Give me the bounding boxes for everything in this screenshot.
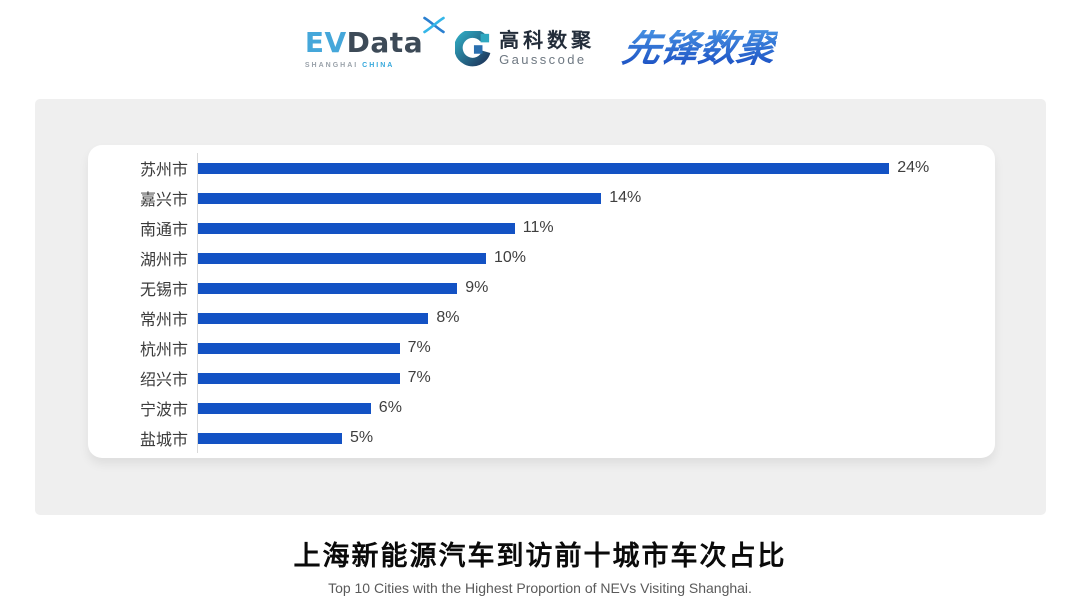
- bar-track: 5%: [197, 423, 995, 453]
- chart-row: 苏州市 24%: [88, 153, 995, 183]
- category-label: 盐城市: [139, 432, 188, 449]
- value-label: 7%: [407, 369, 431, 386]
- chart-panel: 苏州市 24% 嘉兴市 14% 南通市 11% 湖州市 10% 无锡市 9%: [35, 99, 1046, 515]
- bar: [198, 402, 371, 414]
- value-label: 11%: [522, 219, 554, 236]
- chart-row: 宁波市 6%: [88, 393, 995, 423]
- xianfeng-logo: 先锋数聚: [619, 28, 779, 70]
- chart-row: 湖州市 10%: [88, 243, 995, 273]
- category-label: 宁波市: [139, 402, 188, 419]
- chart-row: 盐城市 5%: [88, 423, 995, 453]
- chart-row: 绍兴市 7%: [88, 363, 995, 393]
- evdata-wordmark: EVData: [305, 29, 423, 57]
- category-label: 无锡市: [139, 282, 188, 299]
- bar-track: 8%: [197, 303, 995, 333]
- bar: [198, 432, 342, 444]
- evdata-data-text: Data: [346, 26, 424, 59]
- bar-track: 10%: [197, 243, 995, 273]
- evdata-subtext: SHANGHAI CHINA: [305, 62, 423, 69]
- chart-row: 嘉兴市 14%: [88, 183, 995, 213]
- category-label: 杭州市: [139, 342, 188, 359]
- bar: [198, 192, 602, 204]
- bar: [198, 252, 486, 264]
- bar: [198, 162, 890, 174]
- chart-card: 苏州市 24% 嘉兴市 14% 南通市 11% 湖州市 10% 无锡市 9%: [88, 145, 995, 458]
- value-label: 9%: [465, 279, 489, 296]
- value-label: 14%: [609, 189, 642, 206]
- bar: [198, 282, 458, 294]
- evdata-shanghai-text: SHANGHAI: [304, 62, 359, 69]
- gausscode-g-icon: [455, 31, 491, 67]
- value-label: 8%: [436, 309, 460, 326]
- gausscode-logo: 高科数聚 Gausscode: [455, 29, 596, 68]
- chart-row: 南通市 11%: [88, 213, 995, 243]
- category-label: 苏州市: [139, 162, 188, 179]
- chart-row: 无锡市 9%: [88, 273, 995, 303]
- category-label: 绍兴市: [139, 372, 188, 389]
- bar: [198, 312, 429, 324]
- value-label: 7%: [407, 339, 431, 356]
- category-label: 常州市: [139, 312, 188, 329]
- bar-track: 11%: [197, 213, 995, 243]
- chart-row: 杭州市 7%: [88, 333, 995, 363]
- category-label: 嘉兴市: [139, 192, 188, 209]
- bar-track: 7%: [197, 363, 995, 393]
- evdata-logo: EVData SHANGHAI CHINA: [305, 16, 445, 69]
- bar: [198, 222, 515, 234]
- chart-subtitle: Top 10 Cities with the Highest Proportio…: [328, 580, 752, 596]
- chart-row: 常州市 8%: [88, 303, 995, 333]
- gausscode-cn-text: 高科数聚: [499, 29, 596, 52]
- evdata-china-text: CHINA: [362, 62, 395, 69]
- chart-title: 上海新能源汽车到访前十城市车次占比: [293, 541, 787, 571]
- bar-track: 6%: [197, 393, 995, 423]
- chart-rows: 苏州市 24% 嘉兴市 14% 南通市 11% 湖州市 10% 无锡市 9%: [88, 153, 995, 453]
- bar: [198, 372, 400, 384]
- value-label: 5%: [350, 429, 374, 446]
- evdata-dragonfly-icon: [423, 16, 445, 34]
- bar: [198, 342, 400, 354]
- category-label: 南通市: [139, 222, 188, 239]
- evdata-ev-text: EV: [304, 26, 347, 59]
- bar-track: 14%: [197, 183, 995, 213]
- bar-track: 7%: [197, 333, 995, 363]
- value-label: 10%: [494, 249, 527, 266]
- logo-header: EVData SHANGHAI CHINA 高科数聚 Gausscode: [0, 16, 1080, 70]
- bar-track: 24%: [197, 153, 995, 183]
- caption-block: 上海新能源汽车到访前十城市车次占比 Top 10 Cities with the…: [0, 534, 1080, 596]
- value-label: 6%: [378, 399, 402, 416]
- gausscode-en-text: Gausscode: [499, 51, 587, 67]
- bar-track: 9%: [197, 273, 995, 303]
- category-label: 湖州市: [139, 252, 188, 269]
- value-label: 24%: [897, 159, 930, 176]
